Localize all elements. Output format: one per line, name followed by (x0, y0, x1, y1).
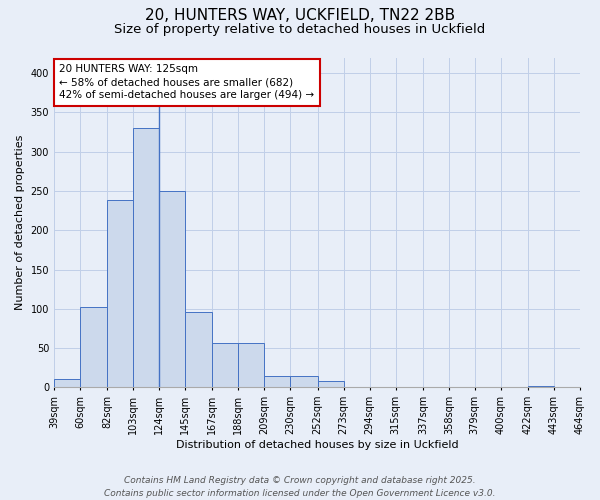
Bar (54, 380, 80, 388)
Bar (370, 386, 395, 388)
Bar (344, 386, 370, 388)
Bar (528, 386, 554, 388)
Bar (238, 342, 265, 388)
Bar (80, 307, 107, 388)
Y-axis label: Number of detached properties: Number of detached properties (15, 134, 25, 310)
Text: Size of property relative to detached houses in Uckfield: Size of property relative to detached ho… (115, 22, 485, 36)
Bar (159, 191, 185, 388)
X-axis label: Distribution of detached houses by size in Uckfield: Distribution of detached houses by size … (176, 440, 458, 450)
Bar (423, 386, 449, 388)
Bar (212, 342, 238, 388)
Bar (133, 128, 159, 388)
Bar (395, 386, 423, 388)
Bar (107, 200, 133, 388)
Text: 20, HUNTERS WAY, UCKFIELD, TN22 2BB: 20, HUNTERS WAY, UCKFIELD, TN22 2BB (145, 8, 455, 22)
Bar (290, 376, 317, 388)
Bar (265, 376, 290, 388)
Bar (185, 312, 212, 388)
Bar (317, 381, 344, 388)
Text: Contains HM Land Registry data © Crown copyright and database right 2025.
Contai: Contains HM Land Registry data © Crown c… (104, 476, 496, 498)
Text: 20 HUNTERS WAY: 125sqm
← 58% of detached houses are smaller (682)
42% of semi-de: 20 HUNTERS WAY: 125sqm ← 58% of detached… (59, 64, 314, 100)
